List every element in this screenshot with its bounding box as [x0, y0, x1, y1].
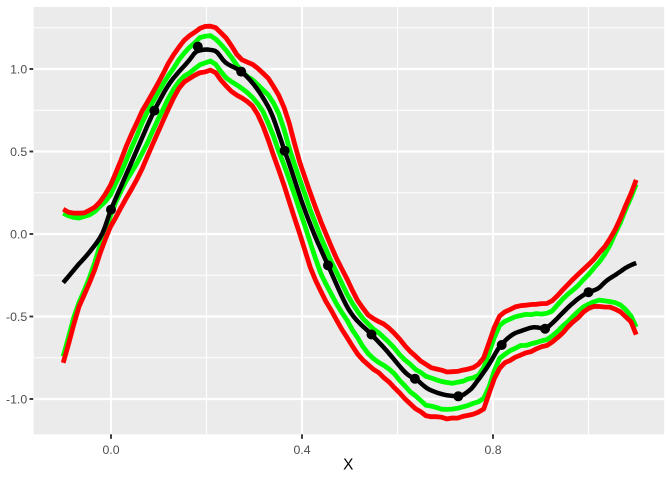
svg-text:0.8: 0.8 — [484, 443, 501, 457]
svg-text:0.0: 0.0 — [102, 443, 119, 457]
svg-text:1.0: 1.0 — [10, 62, 27, 76]
svg-text:0.4: 0.4 — [293, 443, 310, 457]
svg-text:-1.0: -1.0 — [6, 392, 27, 406]
svg-text:0.0: 0.0 — [10, 227, 27, 241]
svg-text:0.5: 0.5 — [10, 145, 27, 159]
svg-text:-0.5: -0.5 — [6, 310, 27, 324]
svg-text:X: X — [343, 457, 353, 474]
